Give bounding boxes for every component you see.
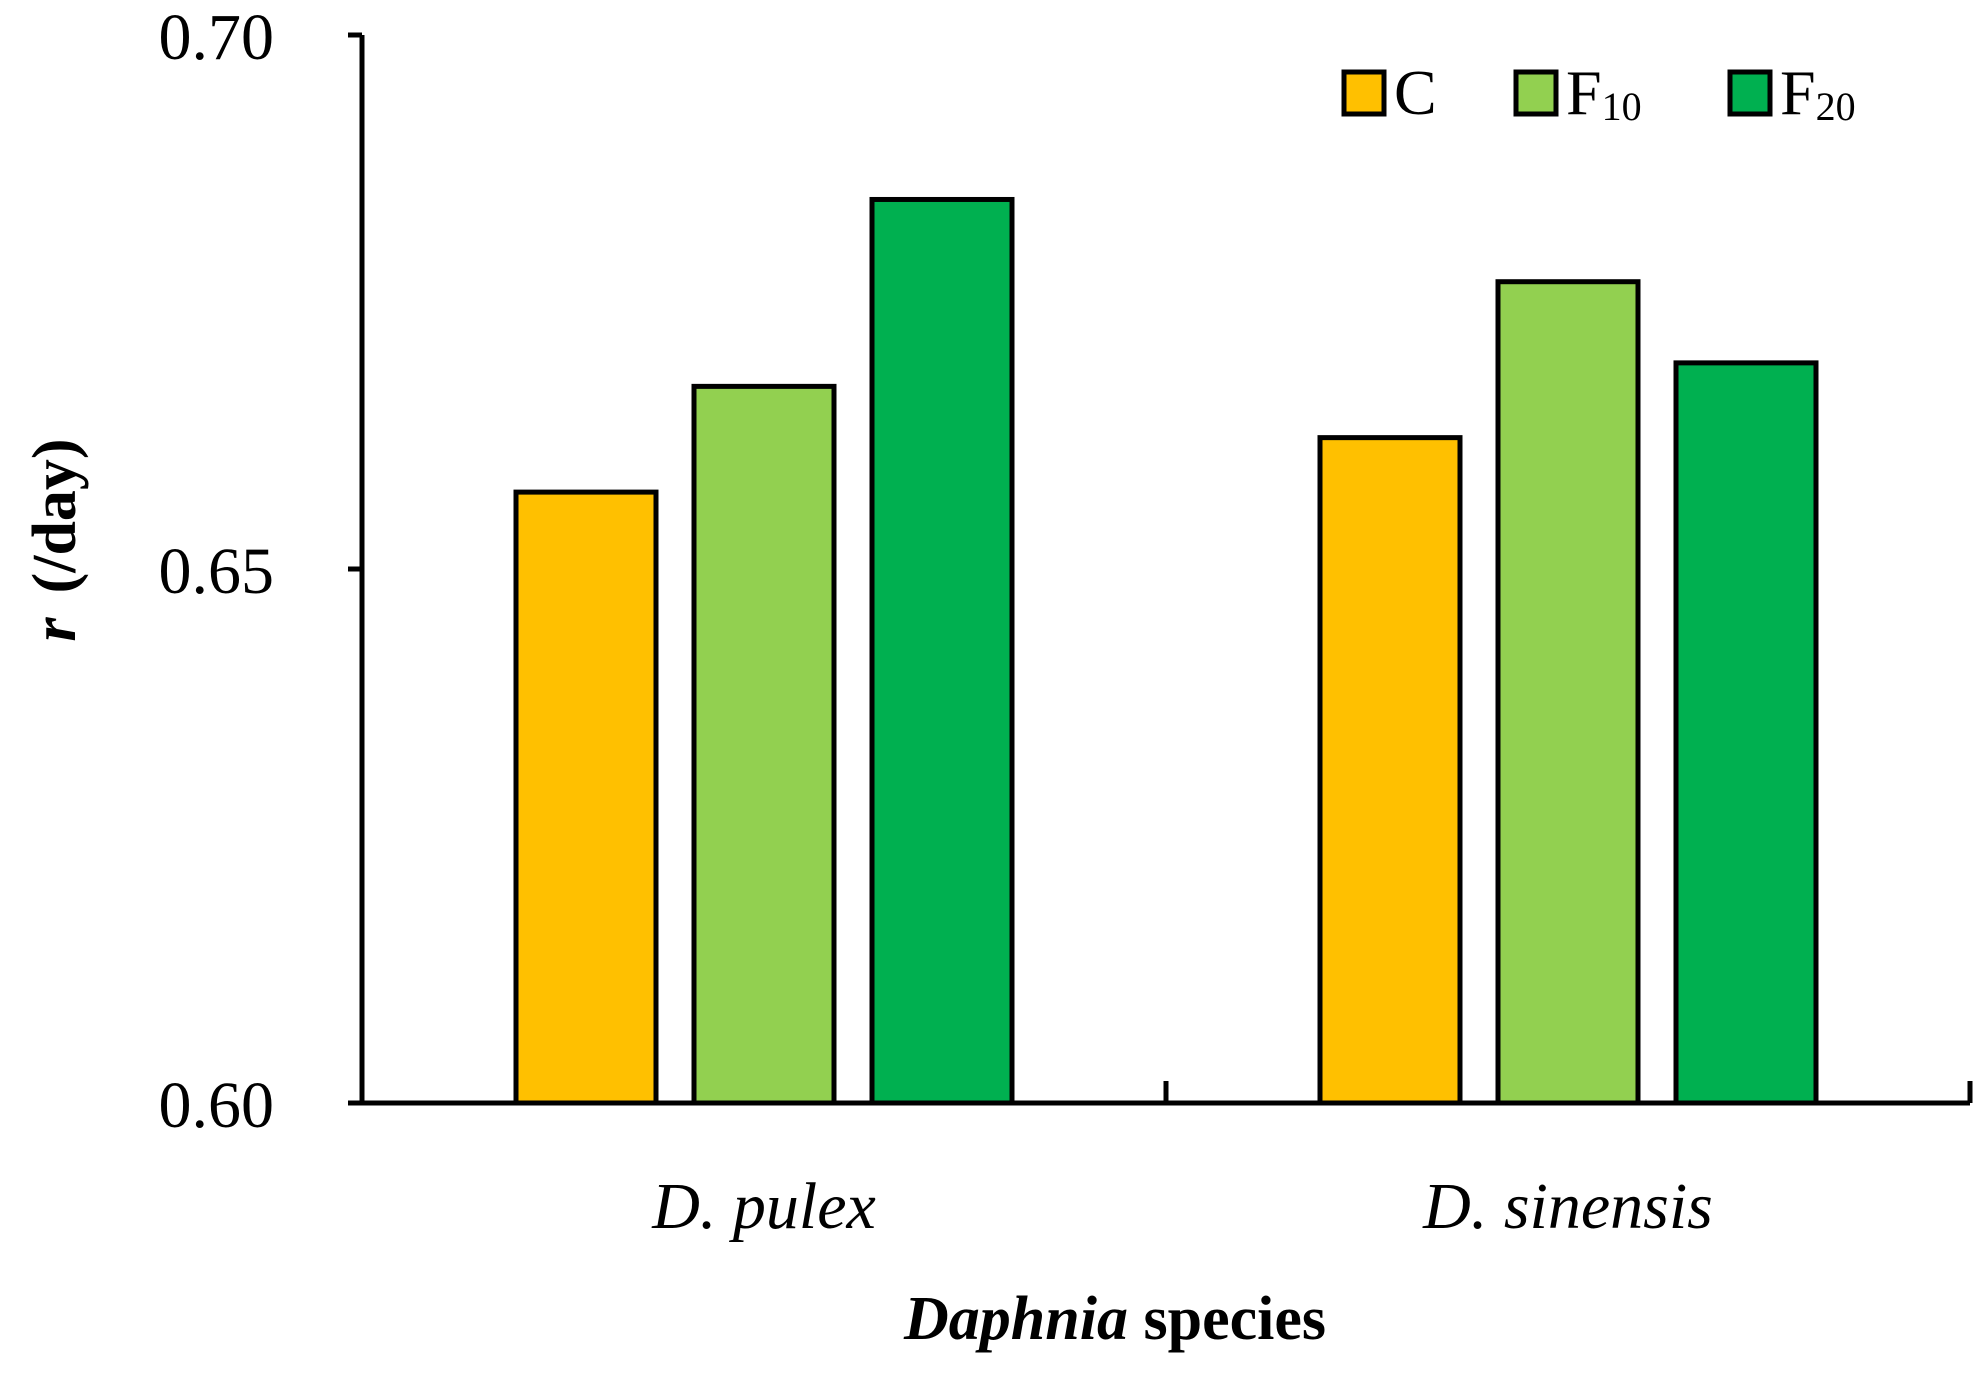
legend-item-f10: F10: [1513, 57, 1642, 129]
bar-f10-1: [691, 383, 837, 1106]
legend-label: C: [1394, 57, 1437, 128]
x-axis-title: Daphnia species: [903, 1285, 1326, 1353]
legend-label: F20: [1780, 57, 1856, 129]
x-axis-title-genus: Daphnia: [903, 1285, 1128, 1353]
legend-label-base: F: [1780, 57, 1816, 128]
y-axis-title: r (/day): [21, 438, 89, 641]
y-axis-title-symbol: r: [21, 617, 89, 642]
y-tick-label: 0.70: [159, 1, 275, 74]
bar-c-1: [513, 489, 659, 1106]
bar-c-2: [1317, 435, 1463, 1106]
legend-label-base: F: [1566, 57, 1602, 128]
legend-item-f20: F20: [1727, 57, 1856, 129]
x-axis-title-rest: species: [1128, 1285, 1326, 1353]
y-tick-label: 0.65: [159, 535, 275, 608]
legend-label: F10: [1566, 57, 1642, 129]
legend-swatch: [1727, 69, 1773, 117]
bar-f10-2: [1495, 279, 1641, 1106]
x-ticks: [1163, 1081, 1973, 1103]
y-tick-label: 0.60: [159, 1069, 275, 1142]
bar-f20-2: [1673, 360, 1819, 1106]
legend-label-subscript: 20: [1816, 84, 1856, 129]
bars: [513, 196, 1819, 1106]
legend-item-c: C: [1341, 57, 1437, 128]
y-ticks: 0.60 0.65 0.70: [159, 1, 362, 1142]
bar-f20-1: [869, 196, 1015, 1106]
x-category-label: D. pulex: [651, 1170, 876, 1243]
legend-label-base: C: [1394, 57, 1437, 128]
legend: C F10 F20: [1341, 57, 1856, 129]
legend-swatch: [1513, 69, 1559, 117]
category-labels: D. pulex D. sinensis: [651, 1170, 1713, 1243]
legend-label-subscript: 10: [1602, 84, 1642, 129]
y-axis-title-unit: (/day): [21, 438, 89, 593]
legend-swatch: [1341, 69, 1387, 117]
x-category-label: D. sinensis: [1422, 1170, 1713, 1243]
